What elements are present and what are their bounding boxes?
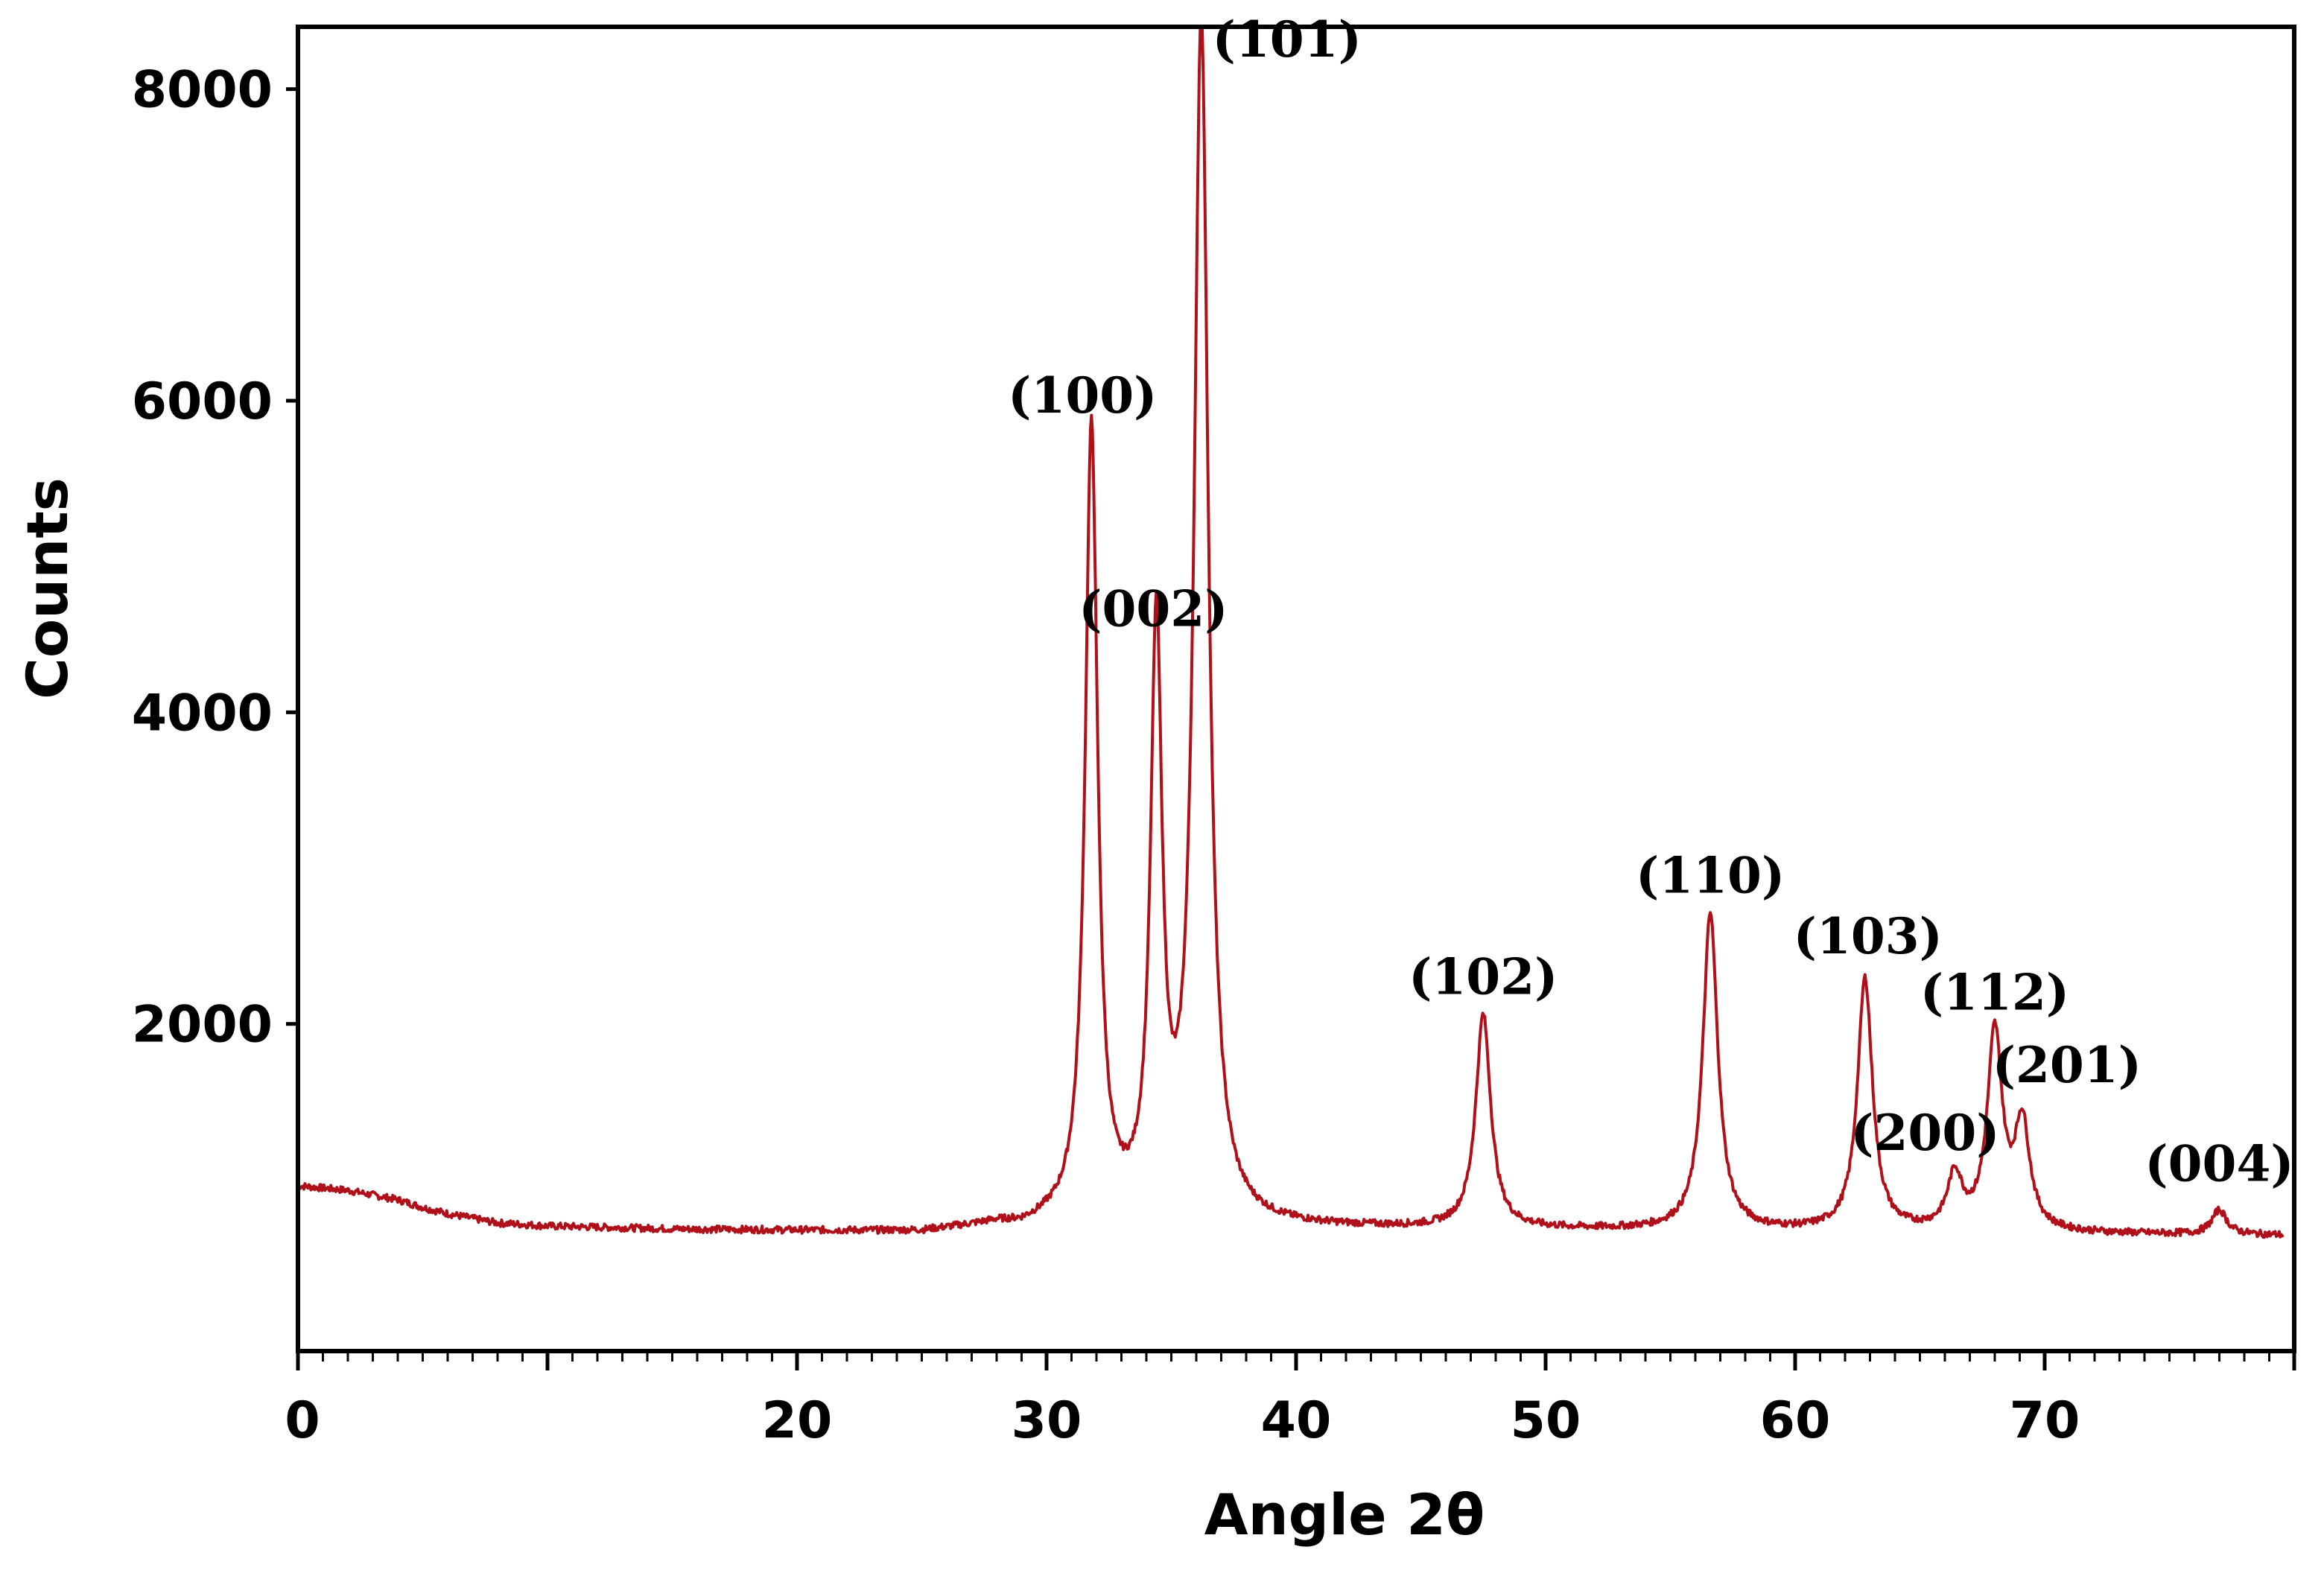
x-tick-label: 20 xyxy=(762,1391,833,1450)
x-axis-title: Angle 2θ xyxy=(1204,1481,1485,1548)
peak-label: (200) xyxy=(1850,1104,1999,1162)
peak-label: (110) xyxy=(1636,846,1785,904)
peak-label: (100) xyxy=(1008,366,1157,425)
y-tick-label: 4000 xyxy=(132,684,273,743)
y-tick-label: 6000 xyxy=(132,372,273,431)
y-axis-title: Counts xyxy=(14,477,80,699)
plot-frame xyxy=(296,25,2296,1353)
peak-label: (201) xyxy=(1993,1036,2142,1094)
x-tick-label: 30 xyxy=(1012,1391,1082,1450)
x-tick-label: 70 xyxy=(2010,1391,2080,1450)
peak-label: (004) xyxy=(2144,1135,2293,1193)
y-tick-label: 8000 xyxy=(132,61,273,120)
x-tick-label: 50 xyxy=(1511,1391,1581,1450)
peak-label: (002) xyxy=(1079,580,1228,638)
peak-label: (112) xyxy=(1920,963,2069,1021)
x-tick-label: 60 xyxy=(1760,1391,1831,1450)
x-tick-label: 0 xyxy=(285,1391,320,1450)
y-tick-label: 2000 xyxy=(132,996,273,1055)
xrd-pattern-line xyxy=(297,25,2285,1239)
peak-label: (102) xyxy=(1409,947,1558,1005)
peak-label: (103) xyxy=(1794,907,1943,965)
peak-label: (101) xyxy=(1213,10,1362,69)
x-tick-label: 40 xyxy=(1261,1391,1332,1450)
